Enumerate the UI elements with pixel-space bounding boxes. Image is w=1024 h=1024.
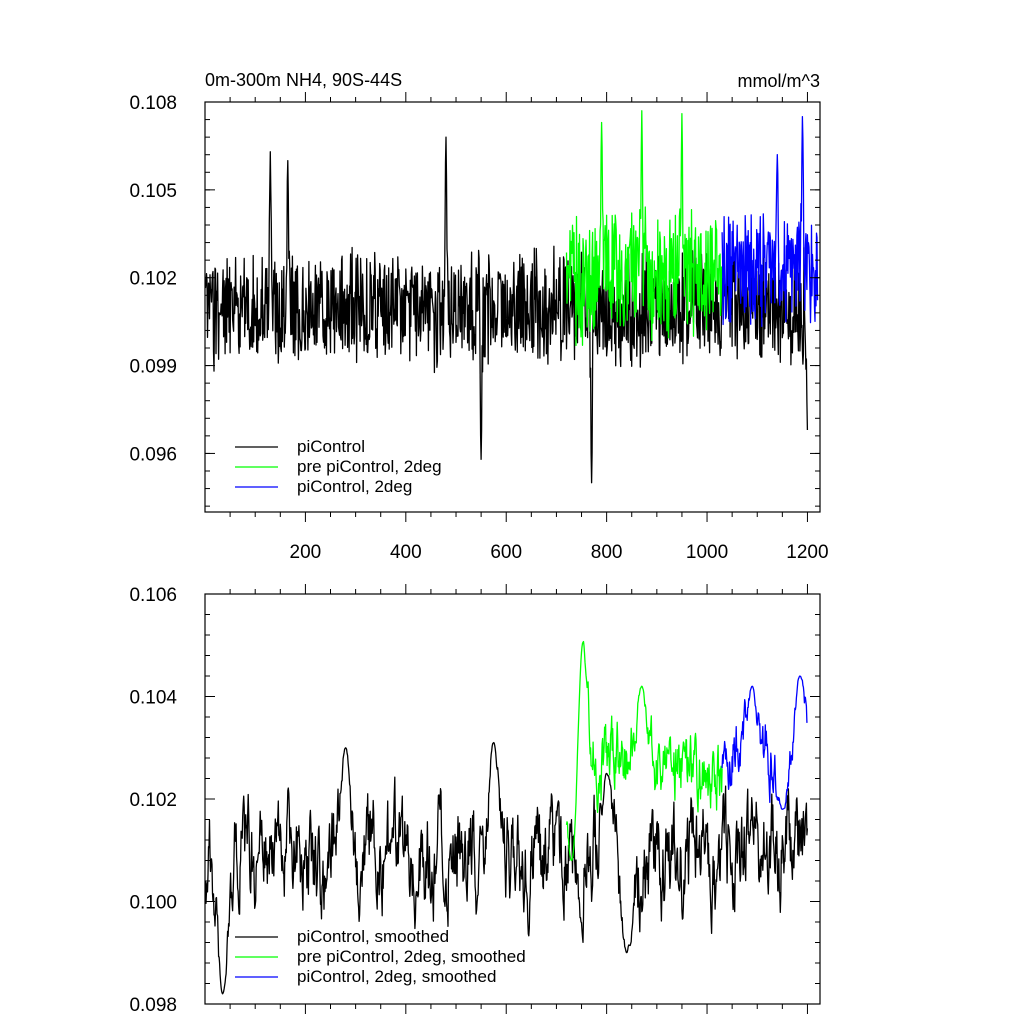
x-tick-label: 800 bbox=[591, 542, 623, 563]
series-line-picontrol-2deg bbox=[721, 115, 819, 328]
legend-label: piControl bbox=[297, 437, 365, 456]
chart-title: 0m-300m NH4, 90S-44S bbox=[205, 70, 402, 90]
x-tick-label: 1200 bbox=[786, 542, 828, 563]
legend-label: pre piControl, 2deg bbox=[297, 457, 442, 476]
y-tick-label: 0.108 bbox=[129, 93, 177, 114]
series-line-picontrol bbox=[204, 136, 809, 484]
y-tick-label: 0.099 bbox=[129, 357, 177, 378]
legend-label: piControl, smoothed bbox=[297, 927, 449, 946]
series-line-picontrol-2deg-smoothed bbox=[721, 675, 808, 810]
top-panel: 0m-300m NH4, 90S-44S mmol/m^3 0.096 0.099… bbox=[129, 70, 828, 563]
y-tick-label: 0.098 bbox=[129, 995, 177, 1016]
units-label: mmol/m^3 bbox=[738, 71, 820, 91]
series-line-pre-picontrol-2deg bbox=[565, 110, 723, 347]
legend-label: piControl, 2deg, smoothed bbox=[297, 967, 496, 986]
bottom-axes: 0.098 0.100 0.102 0.104 0.106 bbox=[129, 584, 820, 1016]
x-tick-label: 200 bbox=[290, 542, 322, 563]
y-tick-label: 0.106 bbox=[129, 585, 177, 606]
top-plot-frame bbox=[204, 101, 821, 513]
top-axes: 0.096 0.099 0.102 0.105 0.108 200 400 600 800 100… bbox=[129, 92, 829, 563]
y-tick-label: 0.102 bbox=[129, 269, 177, 290]
bottom-series-group bbox=[204, 640, 809, 995]
y-tick-label: 0.104 bbox=[129, 688, 177, 709]
x-tick-label: 400 bbox=[390, 542, 422, 563]
legend-label: piControl, 2deg bbox=[297, 477, 412, 496]
x-tick-label: 1000 bbox=[686, 542, 728, 563]
legend-label: pre piControl, 2deg, smoothed bbox=[297, 947, 526, 966]
x-tick-label: 600 bbox=[490, 542, 522, 563]
bottom-panel: 0.098 0.100 0.102 0.104 0.106 piControl, smo… bbox=[129, 584, 821, 1016]
y-tick-label: 0.100 bbox=[129, 893, 177, 914]
y-tick-label: 0.102 bbox=[129, 790, 177, 811]
top-series-group bbox=[204, 110, 819, 484]
y-tick-label: 0.096 bbox=[129, 444, 177, 465]
series-line-picontrol-smoothed bbox=[204, 741, 809, 995]
series-line-pre-picontrol-2deg-smoothed bbox=[565, 640, 723, 862]
y-tick-label: 0.105 bbox=[129, 181, 177, 202]
